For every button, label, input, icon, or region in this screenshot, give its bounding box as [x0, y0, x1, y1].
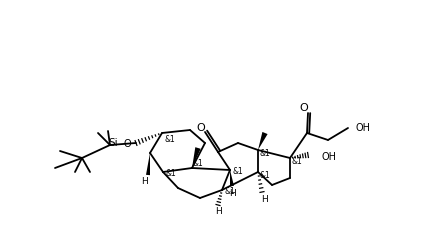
Text: O: O [197, 123, 205, 133]
Polygon shape [230, 170, 234, 186]
Text: &1: &1 [291, 156, 302, 165]
Text: &1: &1 [260, 171, 271, 180]
Text: H: H [215, 208, 222, 217]
Text: &1: &1 [225, 187, 236, 196]
Text: &1: &1 [193, 159, 203, 168]
Polygon shape [192, 147, 201, 168]
Text: O: O [123, 139, 131, 149]
Text: H: H [260, 195, 267, 205]
Text: OH: OH [356, 123, 371, 133]
Text: O: O [300, 103, 309, 113]
Polygon shape [258, 132, 267, 150]
Polygon shape [146, 153, 150, 175]
Text: H: H [141, 177, 147, 186]
Text: H: H [229, 189, 236, 198]
Text: &1: &1 [260, 150, 271, 158]
Text: &1: &1 [232, 167, 243, 177]
Text: &1: &1 [165, 134, 175, 144]
Text: Si: Si [108, 138, 118, 148]
Text: OH: OH [321, 152, 336, 162]
Text: &1: &1 [166, 169, 177, 179]
